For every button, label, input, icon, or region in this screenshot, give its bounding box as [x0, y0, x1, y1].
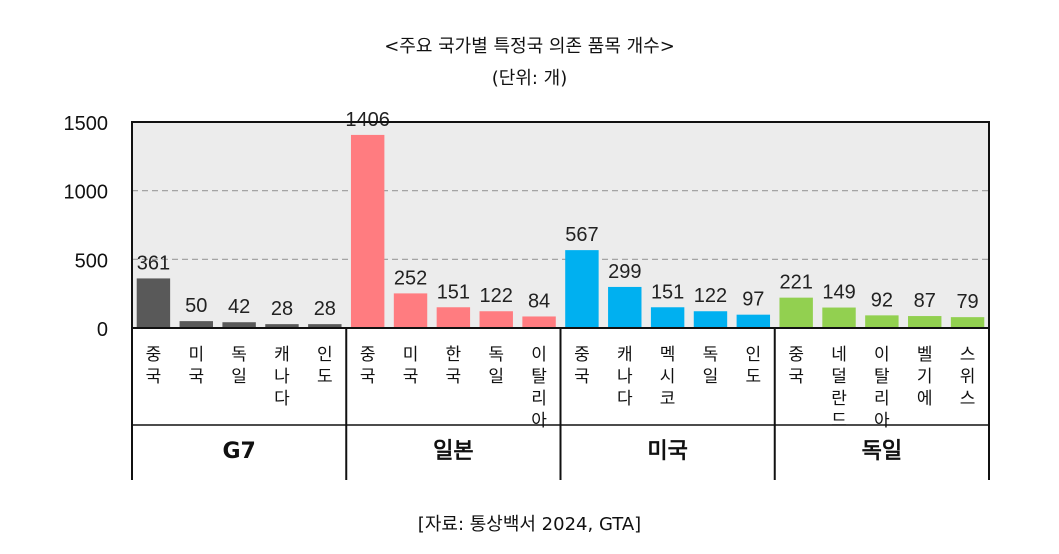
bar: [608, 286, 642, 328]
group-label: 독일: [862, 439, 902, 464]
data-label: 252: [394, 267, 427, 289]
bar: [436, 307, 471, 328]
data-label: 79: [956, 291, 978, 313]
bar: [693, 311, 728, 328]
group-label: 일본: [433, 439, 473, 464]
chart-title: <주요 국가별 특정국 의존 품목 개수>: [384, 36, 675, 57]
data-label: 122: [480, 285, 513, 307]
data-label: 92: [871, 289, 893, 311]
data-label: 149: [822, 282, 855, 304]
bar: [265, 324, 299, 328]
data-label: 151: [651, 281, 684, 303]
group-label: G7: [222, 439, 255, 464]
plot-area: [132, 122, 989, 328]
bar: [308, 324, 342, 328]
bar: [136, 278, 171, 328]
source-note: [자료: 통상백서 2024, GTA]: [417, 514, 642, 535]
data-label: 299: [608, 261, 641, 283]
data-label: 567: [565, 224, 598, 246]
y-tick-label: 1000: [64, 182, 109, 204]
data-label: 151: [437, 281, 470, 303]
bar: [865, 315, 899, 328]
data-label: 28: [271, 298, 293, 320]
bar: [779, 297, 813, 328]
y-tick-label: 1500: [64, 113, 109, 135]
bar: [908, 316, 942, 328]
bar: [565, 250, 599, 328]
bar: [736, 314, 771, 328]
data-label: 84: [528, 290, 550, 312]
data-label: 122: [694, 285, 727, 307]
group-label: 미국: [647, 439, 687, 464]
data-label: 42: [228, 296, 250, 318]
bar: [179, 321, 213, 328]
chart-subtitle: (단위: 개): [491, 68, 568, 89]
bar: [393, 293, 428, 328]
bar: [350, 134, 385, 328]
bar: [650, 307, 685, 328]
y-tick-label: 500: [75, 250, 108, 272]
y-tick-label: 0: [97, 319, 108, 341]
data-label: 97: [742, 289, 764, 311]
data-label: 221: [779, 272, 812, 294]
bar: [222, 322, 256, 328]
data-label: 361: [137, 252, 170, 274]
data-label: 50: [185, 295, 207, 317]
data-label: 28: [314, 298, 336, 320]
bar: [479, 311, 513, 328]
bar: [822, 307, 856, 328]
data-label: 87: [914, 290, 936, 312]
bar: [522, 316, 556, 328]
data-label: 1406: [345, 109, 390, 131]
bar: [950, 317, 985, 328]
